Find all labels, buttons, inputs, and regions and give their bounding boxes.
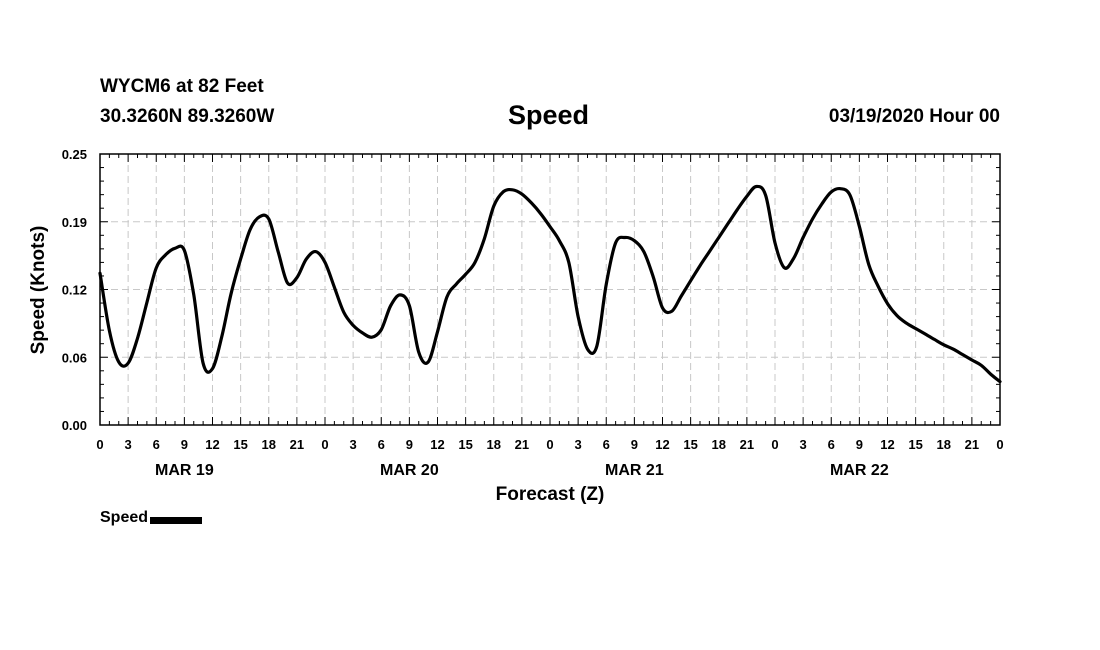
series-line-speed (98, 184, 1002, 384)
x-tick-label: 0 (321, 437, 328, 452)
x-tick-label: 6 (378, 437, 385, 452)
x-tick-label: 0 (771, 437, 778, 452)
x-tick-label: 9 (181, 437, 188, 452)
x-tick-label: 0 (546, 437, 553, 452)
y-tick-label: 0.06 (62, 350, 87, 365)
y-tick-label: 0.25 (62, 147, 87, 162)
x-tick-label: 0 (996, 437, 1003, 452)
x-tick-label: 9 (406, 437, 413, 452)
x-tick-label: 21 (290, 437, 304, 452)
x-tick-label: 6 (828, 437, 835, 452)
x-tick-label: 12 (430, 437, 444, 452)
x-tick-label: 18 (937, 437, 951, 452)
x-tick-label: 12 (655, 437, 669, 452)
x-tick-label: 21 (740, 437, 754, 452)
x-tick-label: 9 (856, 437, 863, 452)
x-tick-label: 15 (683, 437, 697, 452)
date-label: MAR 19 (155, 462, 214, 479)
date-label: MAR 22 (830, 462, 889, 479)
x-tick-label: 15 (458, 437, 472, 452)
x-tick-label: 3 (350, 437, 357, 452)
x-tick-label: 21 (965, 437, 979, 452)
x-tick-label: 21 (515, 437, 529, 452)
chart-title: Speed (508, 100, 590, 130)
station-coordinates: 30.3260N 89.3260W (100, 106, 275, 127)
x-tick-label: 18 (712, 437, 726, 452)
x-tick-label: 3 (575, 437, 582, 452)
date-label: MAR 21 (605, 462, 664, 479)
x-tick-label: 0 (96, 437, 103, 452)
station-label: WYCM6 at 82 Feet (100, 76, 264, 97)
x-tick-label: 18 (262, 437, 276, 452)
legend: Speed (100, 509, 203, 527)
x-tick-label: 6 (153, 437, 160, 452)
y-tick-label: 0.19 (62, 215, 87, 230)
x-tick-label: 18 (487, 437, 501, 452)
x-tick-label: 6 (603, 437, 610, 452)
x-tick-label: 3 (125, 437, 132, 452)
date-label: MAR 20 (380, 462, 439, 479)
y-tick-label: 0.12 (62, 283, 87, 298)
plot-frame (99, 153, 1001, 426)
x-axis-title: Forecast (Z) (496, 484, 605, 505)
x-tick-label: 15 (233, 437, 247, 452)
y-axis-title: Speed (Knots) (28, 226, 49, 355)
legend-swatch (150, 516, 203, 524)
x-tick-label: 15 (908, 437, 922, 452)
legend-label: Speed (100, 509, 149, 526)
x-tick-label: 3 (800, 437, 807, 452)
y-tick-label: 0.00 (62, 418, 87, 433)
forecast-run-time: 03/19/2020 Hour 00 (828, 106, 1000, 127)
x-tick-label: 9 (631, 437, 638, 452)
x-tick-label: 12 (880, 437, 894, 452)
x-tick-label: 12 (205, 437, 219, 452)
